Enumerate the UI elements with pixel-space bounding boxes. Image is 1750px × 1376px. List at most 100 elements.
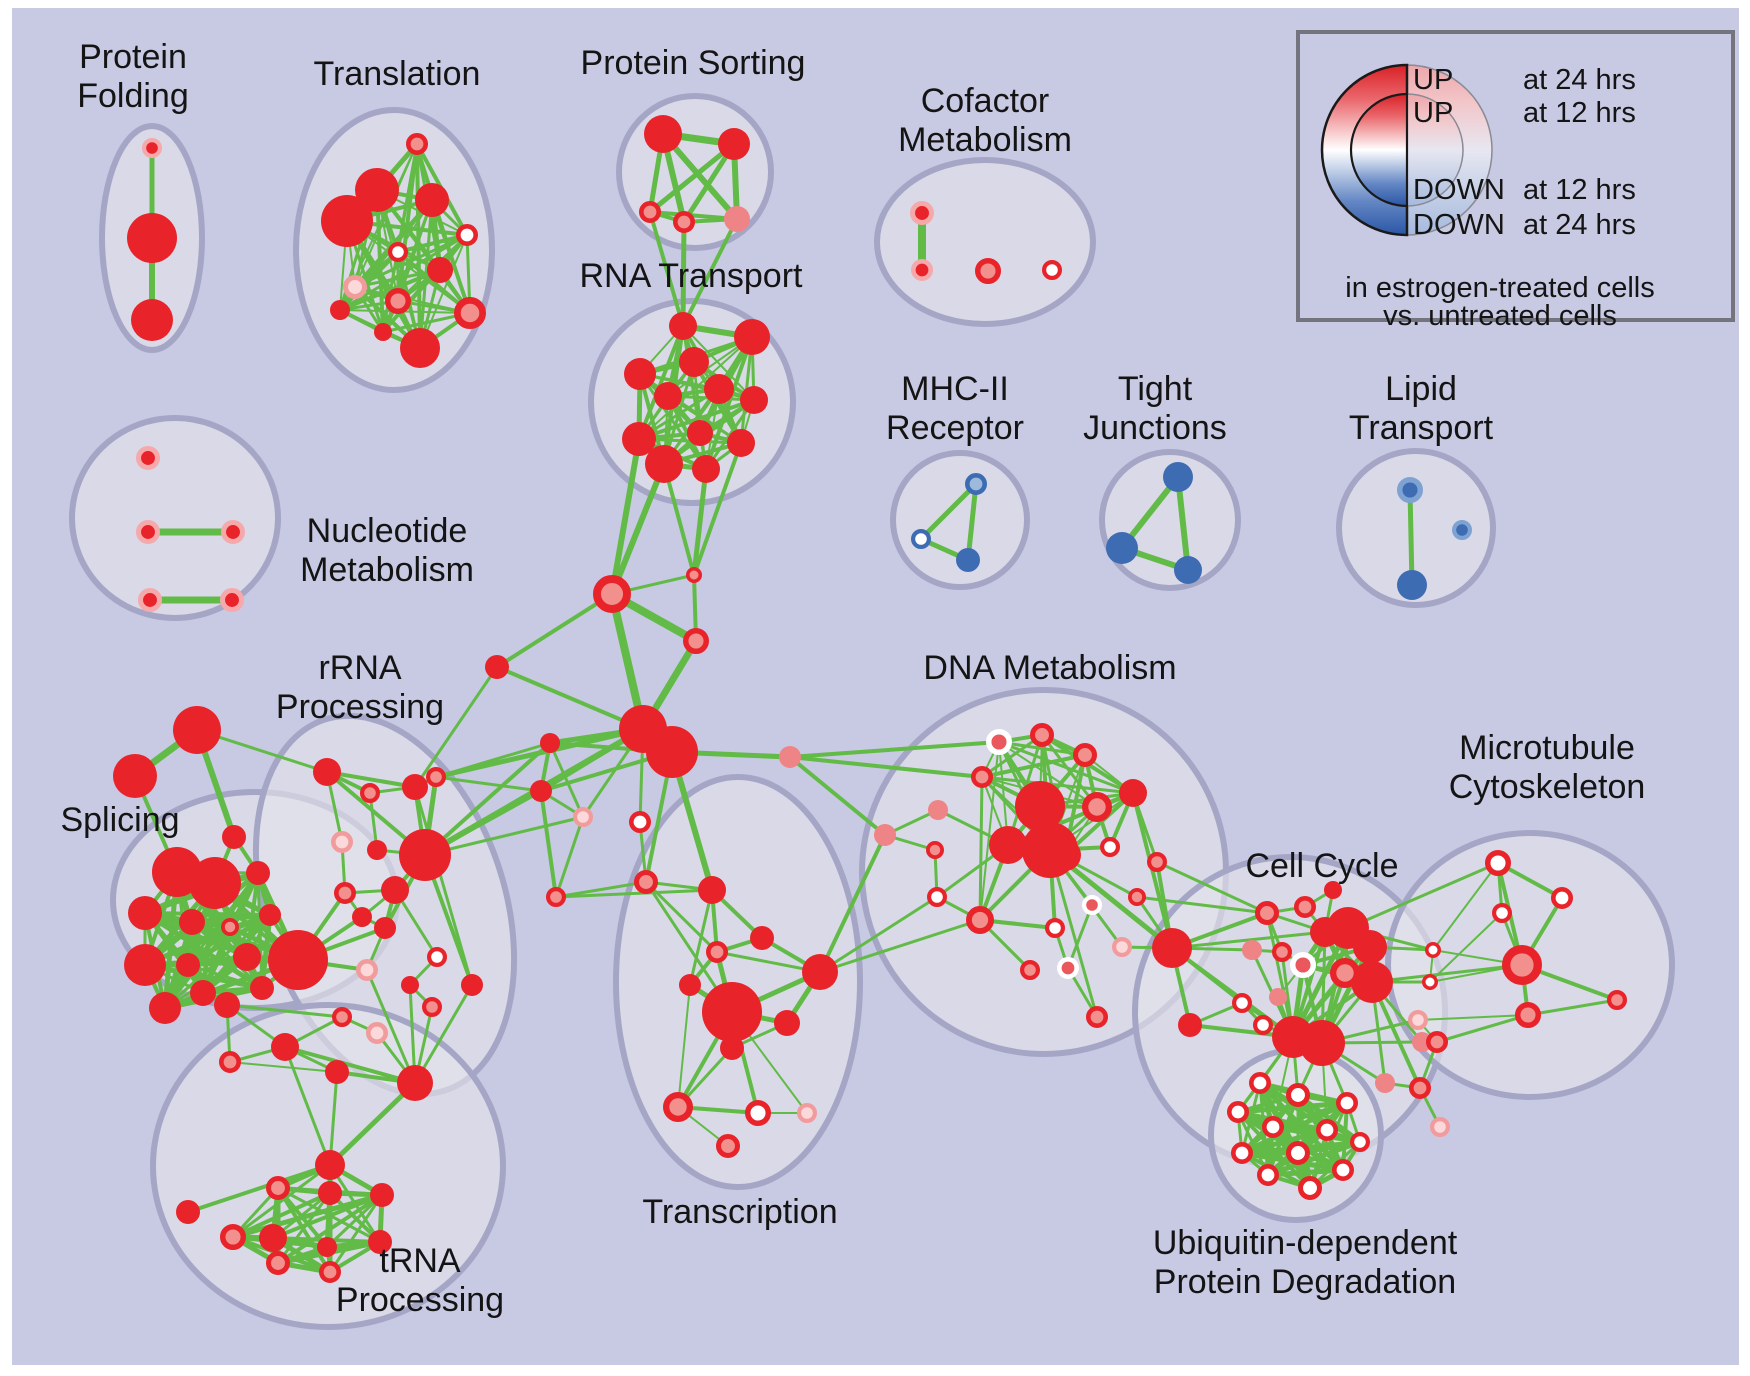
gene-node-Rw — [1332, 1159, 1355, 1182]
gene-node-pR — [142, 138, 163, 159]
gene-node-R — [317, 1237, 337, 1257]
network-edge — [1066, 903, 1094, 970]
cluster-translation-label: Translation — [314, 55, 481, 93]
gene-node-Rp — [218, 1051, 241, 1074]
gene-node-P — [779, 746, 801, 768]
gene-node-R — [381, 876, 409, 904]
gene-node-R — [698, 876, 726, 904]
network-edge — [918, 481, 979, 542]
gene-node-R — [646, 726, 698, 778]
gene-node-R — [374, 323, 392, 341]
cluster-nucleotide-label: Nucleotide — [307, 512, 468, 550]
gene-node-Rw — [1336, 1092, 1359, 1115]
network-edge — [818, 833, 887, 974]
gene-node-R — [679, 347, 709, 377]
gene-node-R — [1015, 781, 1065, 831]
legend-time-label: at 12 hrs — [1523, 97, 1636, 129]
gene-node-pR — [136, 445, 161, 470]
gene-node-R — [401, 976, 419, 994]
network-edge — [818, 895, 939, 974]
gene-node-Rp — [705, 940, 728, 963]
network-edge — [788, 755, 984, 779]
gene-node-Rp — [592, 574, 631, 613]
network-edge — [271, 1193, 384, 1240]
legend-footer: vs. untreated cells — [1383, 300, 1617, 332]
cluster-protein-sorting-label: Protein Sorting — [581, 44, 806, 82]
network-edge — [1235, 1100, 1350, 1115]
gene-node-R — [259, 904, 281, 926]
gene-node-lB — [1396, 477, 1423, 504]
gene-node-R — [321, 195, 373, 247]
gene-node-Rw — [1041, 260, 1062, 281]
gene-node-R — [176, 1200, 200, 1224]
gene-node-R — [179, 909, 205, 935]
gene-node-R — [233, 943, 261, 971]
gene-node-Rp — [1409, 1077, 1432, 1100]
cluster-protein-folding-label: Protein — [79, 38, 187, 76]
gene-node-Rw — [1551, 886, 1574, 909]
gene-node-R — [131, 299, 173, 341]
network-edge — [818, 918, 982, 974]
gene-node-Rw — [1316, 1119, 1339, 1142]
network-edge — [434, 775, 543, 793]
gene-node-R — [1299, 1020, 1345, 1066]
gene-node-Rp — [422, 996, 443, 1017]
cluster-splicing-label: Splicing — [60, 801, 179, 839]
gene-node-Rp — [1019, 959, 1040, 980]
cluster-nucleotide-label: Metabolism — [300, 551, 474, 589]
gene-node-Rp — [672, 210, 695, 233]
cluster-lipid-label: Transport — [1349, 409, 1494, 447]
network-edge — [325, 770, 417, 789]
gene-node-R — [367, 840, 387, 860]
cluster-dna-label: DNA Metabolism — [923, 649, 1176, 687]
gene-node-Rw — [427, 946, 448, 967]
network-edge — [1432, 862, 1499, 951]
gene-node-Rp — [1271, 941, 1292, 962]
gene-node-Rw — [628, 810, 651, 833]
gene-node-Rp — [333, 881, 356, 904]
legend-time-label: at 12 hrs — [1523, 174, 1636, 206]
gene-node-pR — [221, 520, 246, 545]
cluster-transcription-label: Transcription — [642, 1193, 837, 1231]
gene-node-Bl — [964, 472, 987, 495]
network-edge — [1417, 1014, 1529, 1021]
gene-node-Rp — [926, 841, 945, 860]
gene-node-R — [485, 655, 509, 679]
gene-node-pR — [910, 201, 935, 226]
gene-node-pP — [342, 274, 367, 299]
gene-node-Rp — [265, 1176, 290, 1201]
gene-node-B — [1397, 570, 1427, 600]
gene-node-R — [427, 257, 453, 283]
gene-node-Rw — [1252, 1014, 1273, 1035]
network-edge — [1435, 1013, 1530, 1044]
gene-node-Rp — [385, 288, 412, 315]
network-edge — [978, 775, 984, 922]
network-edge — [396, 233, 469, 254]
gene-node-B — [956, 548, 980, 572]
network-edge — [230, 1192, 385, 1240]
network-edge — [1407, 487, 1415, 588]
network-edge — [413, 983, 474, 1085]
gene-node-R — [113, 754, 157, 798]
gene-node-R — [734, 319, 770, 355]
network-edge — [647, 141, 737, 215]
gene-node-Rp — [405, 132, 428, 155]
network-edge — [554, 880, 648, 899]
gene-node-Rp — [1030, 723, 1055, 748]
network-edge — [163, 913, 272, 1010]
cluster-trna-label: Processing — [336, 1281, 504, 1319]
network-edge — [609, 436, 642, 597]
gene-node-R — [720, 1036, 744, 1060]
network-edge — [548, 741, 585, 819]
network-edge — [495, 665, 645, 731]
gene-node-R — [271, 1033, 299, 1061]
gene-node-Rw — [1249, 1072, 1272, 1095]
network-edge — [231, 1163, 332, 1239]
cluster-lipid-label: Lipid — [1385, 370, 1457, 408]
cluster-nucleotide-region — [69, 415, 281, 621]
network-edge — [338, 268, 442, 312]
legend-footer: in estrogen-treated cells — [1345, 272, 1655, 304]
network-edge — [682, 325, 755, 401]
gene-node-R — [540, 733, 560, 753]
network-edge — [1265, 911, 1295, 1039]
